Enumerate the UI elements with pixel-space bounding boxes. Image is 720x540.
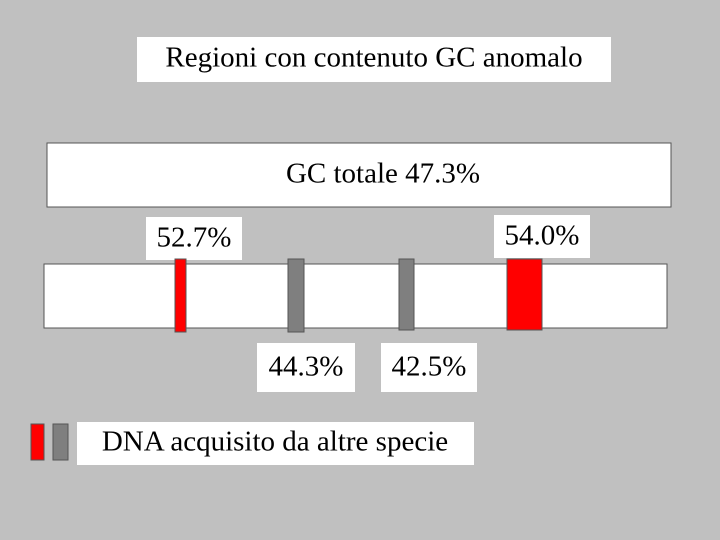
legend-box <box>77 422 474 465</box>
region-marker <box>398 258 415 331</box>
region-label: 44.3% <box>269 351 344 383</box>
legend-label: DNA acquisito da altre specie <box>102 426 448 458</box>
region-label: 42.5% <box>392 351 467 383</box>
region-label-box <box>381 343 477 392</box>
genome-box <box>46 142 672 208</box>
region-label-box <box>146 217 242 260</box>
title: Regioni con contenuto GC anomalo <box>165 42 582 74</box>
region-label-box <box>494 215 590 258</box>
region-label: 54.0% <box>505 220 580 252</box>
legend-swatch <box>30 423 45 461</box>
genome-bar <box>43 263 668 329</box>
legend-swatch <box>52 423 69 461</box>
region-label-box <box>257 343 355 392</box>
region-marker <box>506 258 543 331</box>
region-marker <box>287 258 305 333</box>
region-label: 52.7% <box>157 222 232 254</box>
region-marker <box>174 258 187 333</box>
title-box <box>137 37 611 82</box>
genome-label: GC totale 47.3% <box>286 158 480 190</box>
